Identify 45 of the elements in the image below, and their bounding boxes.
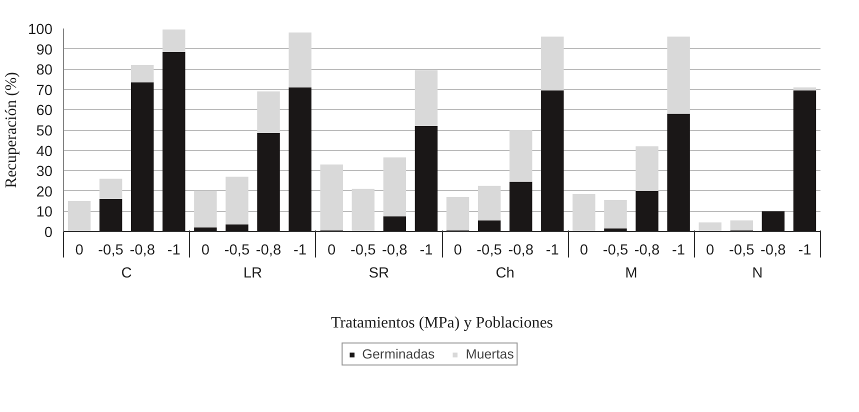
y-tick-label: 10 (36, 204, 53, 221)
x-tick-label: -1 (294, 242, 307, 258)
x-tick-label: -0,8 (634, 242, 660, 258)
x-tick-label: 0 (454, 242, 462, 258)
text: M (625, 266, 638, 282)
y-tick-label: 70 (36, 82, 53, 99)
x-tick-label: -0,5 (602, 242, 628, 258)
x-tick-label: -1 (546, 242, 559, 258)
x-tick-label: -0,5 (350, 242, 376, 258)
y-tick-label: 0 (44, 225, 53, 241)
x-tick-label: -0,5 (224, 242, 250, 258)
x-tick-label: -1 (167, 242, 180, 258)
x-axis-title: Tratamientos (MPa) y Poblaciones (330, 314, 554, 332)
x-tick-label: -0,8 (130, 242, 155, 258)
text: SR (368, 266, 390, 282)
x-tick-label: -1 (798, 242, 812, 258)
x-tick-label: -1 (420, 242, 433, 258)
y-tick-label: 20 (36, 184, 53, 200)
text: Ch (496, 266, 514, 282)
x-tick-label: -0,8 (382, 242, 408, 258)
y-tick-label: 40 (36, 144, 53, 160)
x-tick-label: 0 (75, 242, 84, 258)
x-tick-label: 0 (580, 242, 588, 258)
x-tick-label: -0,5 (729, 242, 754, 258)
x-tick-label: -0,5 (476, 242, 502, 258)
y-tick-label: 90 (36, 42, 53, 58)
x-tick-label: -0,8 (256, 242, 282, 258)
x-tick-label: 0 (201, 242, 210, 258)
legend-label: Germinadas (362, 346, 435, 362)
x-tick-label: -0,5 (98, 242, 124, 258)
y-tick-label: 50 (36, 124, 53, 140)
text: N (752, 266, 763, 282)
text: C (121, 266, 132, 282)
text: LR (243, 266, 262, 282)
y-tick-label: 100 (28, 22, 53, 38)
legend-label: Muertas (466, 346, 514, 362)
x-tick-label: -1 (672, 242, 686, 258)
y-tick-label: 60 (36, 103, 53, 120)
y-tick-label: 80 (36, 62, 53, 79)
y-tick-label: 30 (36, 164, 53, 180)
x-tick-label: -0,8 (508, 242, 534, 258)
x-tick-label: 0 (706, 242, 714, 258)
y-axis-title: Recuperación (%) (3, 72, 20, 188)
x-tick-label: 0 (328, 242, 336, 258)
x-tick-label: -0,8 (760, 242, 786, 258)
